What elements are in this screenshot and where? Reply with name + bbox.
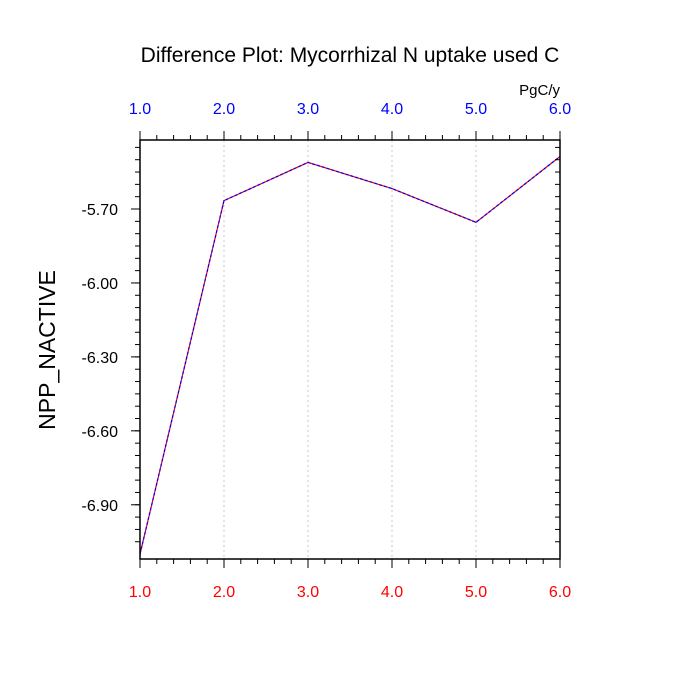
chart-title: Difference Plot: Mycorrhizal N uptake us…	[141, 44, 560, 67]
x-tick-label-top-2: 3.0	[297, 101, 319, 118]
data-point-0-2	[307, 161, 309, 164]
grid-lines	[223, 140, 477, 559]
data-point-0-4	[475, 221, 477, 223]
data-point-0-3	[391, 187, 393, 190]
x-tick-label-bottom-1: 2.0	[213, 584, 235, 601]
x-tick-label-bottom-0: 1.0	[129, 584, 151, 601]
data-point-0-1	[223, 200, 225, 202]
x-tick-label-top-1: 2.0	[213, 101, 235, 118]
x-tick-label-bottom-5: 6.0	[549, 584, 571, 601]
y-tick-label-4: -6.90	[82, 498, 119, 515]
x-tick-label-bottom-3: 4.0	[381, 584, 403, 601]
x-tick-label-bottom-4: 5.0	[465, 584, 487, 601]
y-tick-label-1: -6.00	[82, 276, 119, 293]
tick-labels: 1.0 1.0 2.0 2.0 3.0 3.0 4.0 4.0 5.0 5.0 6.0 6.0 -5.7…	[82, 101, 572, 601]
x-tick-label-bottom-2: 3.0	[297, 584, 319, 601]
axis-ticks	[131, 131, 561, 568]
y-tick-label-0: -5.70	[82, 202, 119, 219]
y-tick-label-2: -6.30	[82, 350, 119, 367]
series-lines	[139, 155, 561, 555]
plot-frame	[139, 139, 561, 560]
series-line-overlay-0	[139, 156, 561, 555]
y-axis-label: NPP_NACTIVE	[34, 270, 60, 430]
y-tick-label-3: -6.60	[82, 424, 119, 441]
x-tick-label-top-3: 4.0	[381, 101, 403, 118]
units-label: PgC/y	[519, 82, 560, 99]
series-line-0	[139, 156, 561, 555]
x-tick-label-top-0: 1.0	[129, 101, 151, 118]
x-tick-label-top-5: 6.0	[549, 101, 571, 118]
x-tick-label-top-4: 5.0	[465, 101, 487, 118]
